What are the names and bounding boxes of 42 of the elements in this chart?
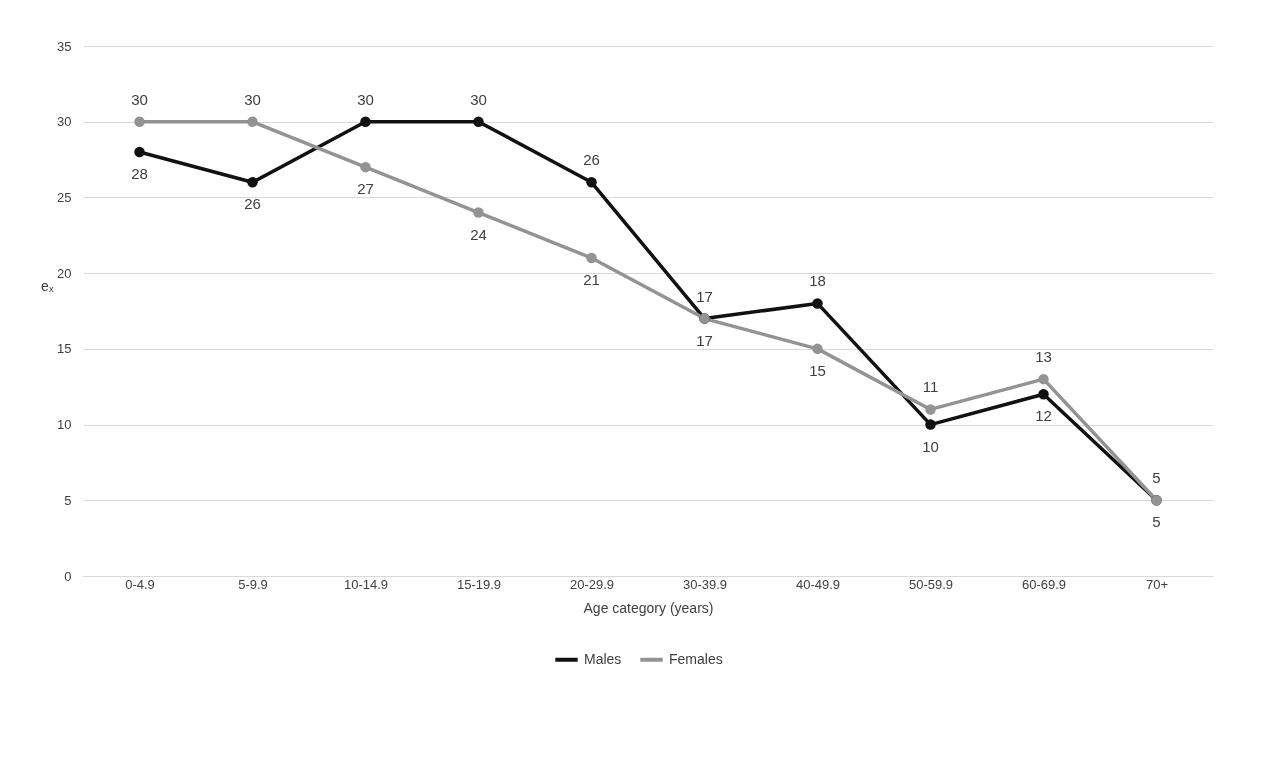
data-label: 15 — [809, 361, 826, 379]
data-label: 11 — [922, 378, 939, 396]
data-label: 30 — [470, 90, 487, 108]
data-label: 28 — [131, 165, 148, 182]
x-tick-label: 15-19.9 — [456, 576, 502, 592]
legend-label: Males — [584, 650, 622, 667]
x-tick-label: 20-29.9 — [569, 576, 615, 592]
data-label: 30 — [131, 90, 148, 108]
x-axis-title: Age category (years) — [583, 599, 714, 616]
data-label: 5 — [1152, 513, 1161, 531]
y-tick-label: 35 — [57, 38, 72, 54]
data-label: 10 — [922, 437, 939, 455]
x-tick-label: 70+ — [1145, 576, 1169, 592]
data-label: 27 — [357, 180, 374, 198]
y-axis-title: eₓ — [41, 277, 54, 294]
y-tick-label: 0 — [64, 568, 72, 584]
data-label: 21 — [583, 271, 600, 288]
data-label: 12 — [1035, 407, 1052, 425]
data-label: 17 — [696, 331, 713, 349]
data-label: 5 — [1152, 469, 1161, 487]
data-label: 26 — [244, 195, 261, 213]
x-tick-label: 0-4.9 — [125, 576, 155, 592]
y-tick-label: 10 — [57, 417, 72, 433]
y-tick-label: 25 — [57, 189, 72, 205]
x-tick-label: 5-9.9 — [238, 576, 268, 592]
x-tick-label: 10-14.9 — [343, 576, 389, 592]
x-tick-label: 40-49.9 — [795, 576, 841, 592]
legend-label: Females — [669, 650, 723, 667]
x-tick-label: 50-59.9 — [908, 576, 954, 592]
y-tick-label: 15 — [57, 341, 72, 357]
y-tick-label: 5 — [64, 492, 72, 508]
x-tick-label: 60-69.9 — [1021, 576, 1067, 592]
data-label: 18 — [809, 272, 826, 290]
data-label: 24 — [470, 225, 487, 243]
data-label: 30 — [357, 90, 374, 108]
data-label: 13 — [1035, 348, 1052, 366]
data-label: 30 — [244, 90, 261, 108]
data-label: 26 — [583, 151, 600, 169]
data-label: 17 — [696, 287, 713, 305]
x-tick-label: 30-39.9 — [682, 576, 728, 592]
y-tick-label: 20 — [57, 265, 72, 281]
y-tick-label: 30 — [57, 114, 72, 130]
